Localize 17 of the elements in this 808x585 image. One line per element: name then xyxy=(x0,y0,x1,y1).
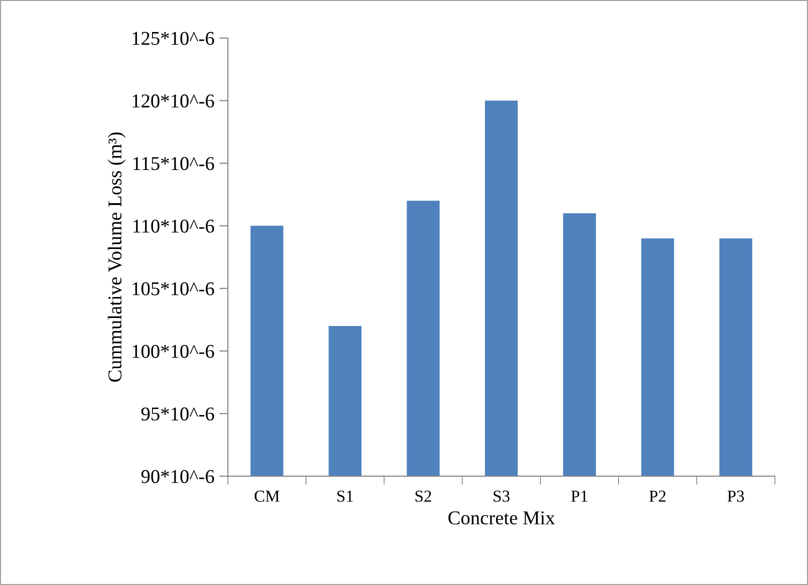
y-tick-label: 115*10^-6 xyxy=(133,157,214,170)
x-tick-label: P2 xyxy=(649,490,666,502)
y-axis-title: Cummulative Volume Loss (m³) xyxy=(108,132,126,382)
y-tick-label: 105*10^-6 xyxy=(132,282,214,296)
y-tick-label: 100*10^-6 xyxy=(132,344,214,358)
x-tick-label: CM xyxy=(254,490,280,502)
x-tick-label: S1 xyxy=(337,490,353,502)
x-tick-label: P3 xyxy=(727,490,744,502)
x-tick-label: S3 xyxy=(494,490,510,502)
y-tick-label: 120*10^-6 xyxy=(132,94,214,108)
y-tick-label: 90*10^-6 xyxy=(141,470,214,484)
x-tick-label: S2 xyxy=(416,490,432,502)
x-axis-title: Concrete Mix xyxy=(448,511,555,524)
y-tick-label: 95*10^-6 xyxy=(141,407,214,421)
y-tick-label: 110*10^-6 xyxy=(133,220,214,233)
x-tick-label: P1 xyxy=(571,490,588,502)
y-tick-label: 125*10^-6 xyxy=(132,32,214,45)
